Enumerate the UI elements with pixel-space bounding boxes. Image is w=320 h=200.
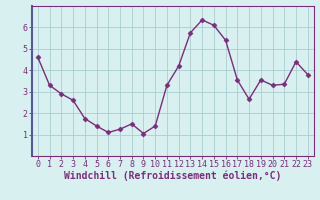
X-axis label: Windchill (Refroidissement éolien,°C): Windchill (Refroidissement éolien,°C) [64,171,282,181]
